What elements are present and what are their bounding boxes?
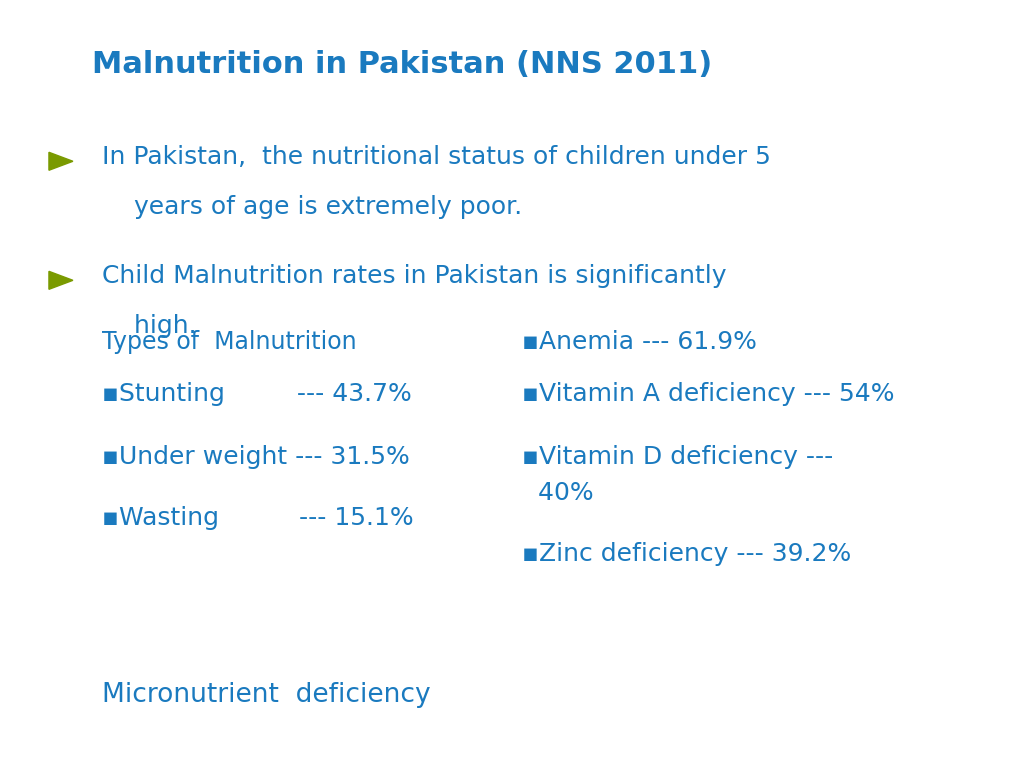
Text: ▪Stunting         --- 43.7%: ▪Stunting --- 43.7% <box>102 382 412 406</box>
Text: Child Malnutrition rates in Pakistan is significantly: Child Malnutrition rates in Pakistan is … <box>102 264 727 289</box>
Text: Types of  Malnutrition: Types of Malnutrition <box>102 329 357 354</box>
Polygon shape <box>49 152 73 170</box>
Text: ▪Wasting          --- 15.1%: ▪Wasting --- 15.1% <box>102 506 414 531</box>
Text: high.: high. <box>102 314 197 339</box>
Text: ▪Under weight --- 31.5%: ▪Under weight --- 31.5% <box>102 445 411 469</box>
Text: years of age is extremely poor.: years of age is extremely poor. <box>102 195 522 220</box>
Text: ▪Zinc deficiency --- 39.2%: ▪Zinc deficiency --- 39.2% <box>522 542 852 567</box>
Text: ▪Anemia --- 61.9%: ▪Anemia --- 61.9% <box>522 329 757 354</box>
Text: 40%: 40% <box>522 481 594 505</box>
Text: ▪Vitamin A deficiency --- 54%: ▪Vitamin A deficiency --- 54% <box>522 382 895 406</box>
Text: Malnutrition in Pakistan (NNS 2011): Malnutrition in Pakistan (NNS 2011) <box>92 50 713 79</box>
Text: In Pakistan,  the nutritional status of children under 5: In Pakistan, the nutritional status of c… <box>102 145 771 170</box>
Polygon shape <box>49 271 73 290</box>
Text: Micronutrient  deficiency: Micronutrient deficiency <box>102 682 431 708</box>
Text: ▪Vitamin D deficiency ---: ▪Vitamin D deficiency --- <box>522 445 834 469</box>
